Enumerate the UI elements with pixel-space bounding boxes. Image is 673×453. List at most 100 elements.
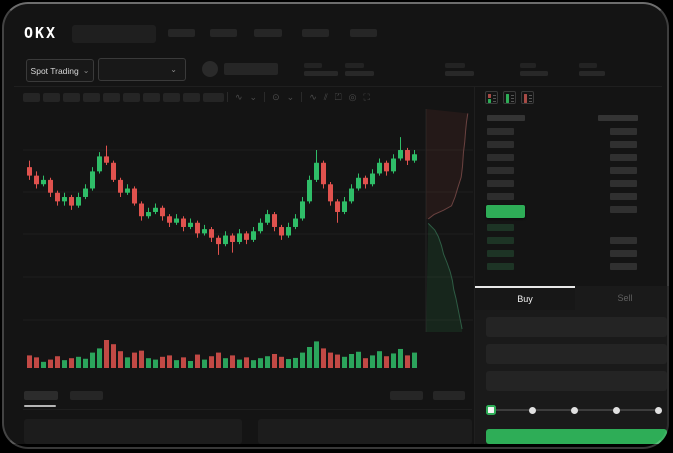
orderbook-view-toggle bbox=[485, 91, 534, 104]
orderbook-row bbox=[610, 206, 637, 213]
volume-bar bbox=[160, 356, 165, 368]
volume-bar bbox=[132, 352, 137, 368]
buy-submit-button[interactable] bbox=[486, 429, 667, 444]
coin-avatar bbox=[202, 61, 218, 77]
ticker-stat bbox=[304, 63, 338, 76]
candle-body bbox=[118, 179, 123, 193]
pair-name-placeholder bbox=[224, 63, 278, 75]
timeframe-button[interactable] bbox=[203, 92, 224, 102]
candle-body bbox=[202, 229, 207, 234]
candle-type-icon[interactable]: ∿ bbox=[235, 92, 243, 102]
nav-item[interactable] bbox=[254, 29, 282, 37]
divider bbox=[14, 86, 662, 87]
candle-body bbox=[111, 162, 116, 180]
slider-stop[interactable] bbox=[613, 406, 620, 414]
slider-stop[interactable] bbox=[571, 406, 578, 414]
candle-body bbox=[321, 162, 326, 185]
volume-bar bbox=[216, 352, 221, 368]
candle-body bbox=[356, 177, 361, 189]
sell-tab-label: Sell bbox=[617, 293, 633, 303]
indicators-chevron[interactable]: ⌄ bbox=[286, 92, 295, 102]
timeframe-button[interactable] bbox=[103, 92, 120, 102]
slider-stop[interactable] bbox=[529, 406, 536, 414]
orderbook-row bbox=[487, 154, 514, 161]
nav-item[interactable] bbox=[302, 29, 329, 37]
orderbook-view-bids-icon[interactable] bbox=[503, 91, 516, 104]
volume-bar bbox=[244, 357, 249, 368]
orderbook-last-price[interactable] bbox=[486, 205, 525, 218]
camera-icon[interactable]: ⏍ bbox=[334, 92, 342, 102]
candle-body bbox=[41, 179, 46, 185]
timeframe-button[interactable] bbox=[183, 92, 200, 102]
volume-bar bbox=[335, 354, 340, 368]
candle-body bbox=[69, 197, 74, 206]
timeframe-button[interactable] bbox=[23, 92, 40, 102]
tab-buy[interactable]: Buy bbox=[475, 286, 575, 310]
nav-item[interactable] bbox=[350, 29, 377, 37]
bottom-tab[interactable] bbox=[70, 391, 103, 400]
nav-item[interactable] bbox=[210, 29, 237, 37]
timeframe-button[interactable] bbox=[63, 92, 80, 102]
tab-sell[interactable]: Sell bbox=[575, 286, 669, 310]
orderbook-view-both-icon[interactable] bbox=[485, 91, 498, 104]
candle-body bbox=[398, 149, 403, 159]
timeframe-button[interactable] bbox=[163, 92, 180, 102]
amount-slider[interactable] bbox=[486, 404, 662, 415]
measure-icon[interactable]: ⫽ bbox=[323, 92, 328, 102]
candle-body bbox=[209, 229, 214, 238]
candle-body bbox=[412, 154, 417, 161]
bottom-tab-active[interactable] bbox=[24, 391, 58, 400]
candle-body bbox=[48, 179, 53, 193]
candle-body bbox=[181, 218, 186, 227]
volume-bar bbox=[202, 359, 207, 368]
slider-handle[interactable] bbox=[486, 404, 496, 415]
divider bbox=[227, 92, 228, 102]
bottom-action[interactable] bbox=[390, 391, 423, 400]
candle-body bbox=[139, 203, 144, 217]
nav-item[interactable] bbox=[168, 29, 195, 37]
total-input[interactable] bbox=[486, 371, 667, 391]
volume-bar bbox=[314, 341, 319, 368]
orders-panel-placeholder bbox=[258, 419, 472, 444]
slider-stop[interactable] bbox=[655, 406, 662, 414]
volume-bar bbox=[97, 348, 102, 368]
volume-bar bbox=[83, 358, 88, 368]
volume-bar bbox=[209, 356, 214, 368]
candle-body bbox=[258, 222, 263, 232]
volume-bar bbox=[349, 354, 354, 368]
volume-bar bbox=[125, 357, 130, 368]
volume-bar bbox=[181, 357, 186, 368]
volume-bar bbox=[391, 353, 396, 368]
amount-input[interactable] bbox=[486, 344, 667, 364]
orderbook-view-asks-icon[interactable] bbox=[521, 91, 534, 104]
volume-bar bbox=[377, 351, 382, 368]
orderbook-row bbox=[487, 180, 514, 187]
candle-body bbox=[125, 188, 130, 193]
volume-bar bbox=[237, 359, 242, 368]
timeframe-button[interactable] bbox=[123, 92, 140, 102]
line-tools-icon[interactable]: ∿ bbox=[309, 92, 317, 102]
pair-selector-dropdown[interactable]: ⌄ bbox=[98, 58, 186, 81]
chart-settings-icon[interactable]: ◎ bbox=[348, 92, 357, 102]
volume-bar bbox=[363, 358, 368, 368]
candle-body bbox=[230, 235, 235, 242]
orderbook-row bbox=[610, 128, 637, 135]
order-form-panel bbox=[475, 286, 669, 449]
candle-body bbox=[174, 218, 179, 223]
timeframe-button[interactable] bbox=[143, 92, 160, 102]
orderbook-row bbox=[610, 180, 637, 187]
timeframe-button[interactable] bbox=[43, 92, 60, 102]
search-input[interactable] bbox=[72, 25, 156, 43]
fullscreen-icon[interactable]: ⛶ bbox=[363, 92, 370, 102]
bottom-action[interactable] bbox=[433, 391, 465, 400]
ticker-stat bbox=[579, 63, 605, 76]
candle-type-chevron[interactable]: ⌄ bbox=[249, 92, 258, 102]
ticker-stat bbox=[445, 63, 474, 76]
market-type-dropdown[interactable]: Spot Trading ⌄ bbox=[26, 59, 94, 82]
timeframe-button[interactable] bbox=[83, 92, 100, 102]
indicators-icon[interactable]: ⊙ bbox=[272, 92, 280, 102]
chart-canvas[interactable] bbox=[23, 109, 473, 375]
price-input[interactable] bbox=[486, 317, 667, 337]
candlestick-chart[interactable] bbox=[23, 109, 473, 375]
orderbook-row bbox=[610, 167, 637, 174]
